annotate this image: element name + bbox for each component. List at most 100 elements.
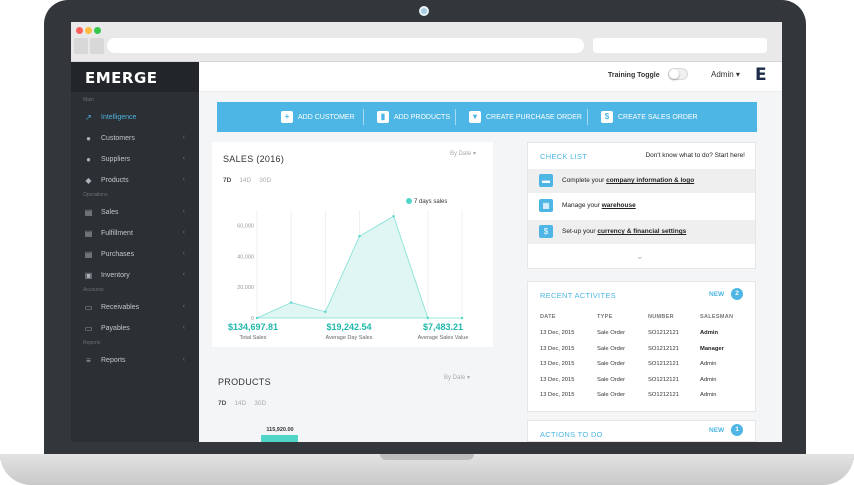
- create-purchase-order-button[interactable]: ▾ CREATE PURCHASE ORDER: [469, 102, 582, 132]
- checklist-item-currency[interactable]: $ Set-up your currency & financial setti…: [528, 220, 755, 244]
- kpi-total-sales-value: $134,697.81: [227, 322, 279, 332]
- legend-swatch: [406, 198, 412, 204]
- y-tick-label: 0: [251, 316, 254, 320]
- sidebar-section-label: Operations: [83, 192, 108, 198]
- period-14d[interactable]: 14D: [239, 177, 252, 184]
- recent-new-label: NEW: [709, 291, 725, 298]
- products-by-date-dropdown[interactable]: By Date ▾: [444, 375, 471, 381]
- col-number: NUMBER: [648, 314, 674, 320]
- checklist-prefix: Complete your: [562, 177, 607, 184]
- table-cell-number[interactable]: SO1212121: [648, 392, 679, 398]
- app-logo[interactable]: EMERGE: [71, 62, 199, 92]
- add-customer-label: ADD CUSTOMER: [298, 113, 355, 121]
- period-30d[interactable]: 30D: [254, 400, 267, 407]
- checklist-item-text: Manage your warehouse: [562, 202, 636, 209]
- minimize-window-icon[interactable]: [85, 27, 92, 34]
- chevron-down-icon[interactable]: ⌄: [636, 251, 644, 261]
- checklist-item-company[interactable]: ▬ Complete your company information & lo…: [528, 169, 755, 193]
- add-products-label: ADD PRODUCTS: [394, 113, 451, 121]
- sidebar-item-label: Products: [101, 177, 129, 184]
- data-point[interactable]: [460, 316, 464, 320]
- product-bar-label: 115,920.00: [266, 427, 294, 433]
- checklist-item-text: Set-up your currency & financial setting…: [562, 228, 686, 235]
- recent-activities-card: RECENT ACTIVITES NEW 2 DATE TYPE NUMBER …: [527, 281, 756, 412]
- period-7d[interactable]: 7D: [218, 400, 227, 407]
- start-here-link[interactable]: Don't know what to do? Start here!: [645, 152, 745, 159]
- table-cell-date: 13 Dec, 2015: [540, 330, 575, 336]
- create-purchase-order-label: CREATE PURCHASE ORDER: [486, 113, 582, 121]
- data-point[interactable]: [358, 235, 361, 238]
- avatar[interactable]: E: [755, 65, 767, 85]
- table-cell-number[interactable]: SO1212121: [648, 345, 679, 352]
- actions-to-do-card: ACTIONS TO DO NEW 1: [527, 420, 756, 442]
- period-14d[interactable]: 14D: [234, 400, 247, 407]
- camera-icon: [419, 6, 429, 16]
- sidebar-item-label: Sales: [101, 209, 119, 216]
- close-window-icon[interactable]: [76, 27, 83, 34]
- sidebar-item-fulfillment[interactable]: ▤ Fulfillment ‹: [71, 225, 199, 243]
- topbar: Training Toggle Admin ▾ E: [199, 62, 782, 92]
- sidebar-item-customers[interactable]: ● Customers ‹: [71, 130, 199, 148]
- checklist-item-warehouse[interactable]: ▦ Manage your warehouse: [528, 194, 755, 218]
- back-button[interactable]: [74, 38, 88, 54]
- toggle-knob: [669, 69, 679, 79]
- data-point[interactable]: [289, 301, 293, 304]
- users-icon: ●: [86, 134, 91, 143]
- sidebar-item-receivables[interactable]: ▭ Receivables ‹: [71, 299, 199, 317]
- table-cell-salesman: Admin: [700, 392, 717, 398]
- forward-button[interactable]: [90, 38, 104, 54]
- sidebar-item-products[interactable]: ◆ Products ‹: [71, 172, 199, 190]
- sidebar-item-payables[interactable]: ▭ Payables ‹: [71, 320, 199, 338]
- period-7d[interactable]: 7D: [223, 177, 232, 184]
- browser-bar: [71, 22, 782, 62]
- period-30d[interactable]: 30D: [259, 177, 272, 184]
- table-cell-date: 13 Dec, 2015: [540, 345, 575, 352]
- checklist-prefix: Manage your: [562, 202, 602, 209]
- company-info-link[interactable]: company information & logo: [606, 177, 695, 184]
- table-cell-number[interactable]: SO1212121: [648, 361, 679, 367]
- sidebar-item-reports[interactable]: ≡ Reports ‹: [71, 352, 199, 370]
- recent-activities-title: RECENT ACTIVITES: [540, 291, 616, 300]
- data-point[interactable]: [392, 214, 395, 218]
- chevron-left-icon: ‹: [182, 229, 185, 236]
- cubes-icon: ▣: [84, 271, 93, 280]
- table-cell-date: 13 Dec, 2015: [540, 392, 575, 398]
- sales-by-date-dropdown[interactable]: By Date ▾: [450, 151, 477, 157]
- money-icon: ▭: [84, 303, 93, 312]
- chevron-left-icon: ‹: [182, 155, 185, 162]
- sidebar-item-intelligence[interactable]: ↗ Intelligence: [71, 109, 199, 127]
- quick-action-bar: + ADD CUSTOMER ▮ ADD PRODUCTS ▾ CREATE PURC…: [217, 102, 757, 132]
- table-cell-number[interactable]: SO1212121: [648, 376, 679, 383]
- sidebar-item-inventory[interactable]: ▣ Inventory ‹: [71, 267, 199, 285]
- products-period-tabs: 7D 14D 30D: [218, 400, 274, 407]
- sidebar-item-sales[interactable]: ▤ Sales ‹: [71, 204, 199, 222]
- warehouse-link[interactable]: warehouse: [601, 202, 636, 209]
- admin-menu[interactable]: Admin ▾: [711, 70, 740, 79]
- table-cell-date: 13 Dec, 2015: [540, 376, 575, 383]
- user-add-icon: +: [281, 111, 293, 123]
- address-bar[interactable]: [107, 38, 584, 53]
- sidebar-item-label: Purchases: [101, 251, 135, 258]
- checklist-title: CHECK LIST: [540, 152, 588, 161]
- checklist-card: CHECK LIST Don't know what to do? Start …: [527, 142, 756, 269]
- data-point[interactable]: [426, 316, 430, 320]
- col-type: TYPE: [597, 314, 613, 320]
- dollar-icon: $: [601, 111, 613, 123]
- sidebar-section-label: Accounts: [83, 287, 104, 293]
- training-toggle[interactable]: [668, 68, 688, 80]
- sales-card: SALES (2016) By Date ▾ 7D 14D 30D 0 20,000 4…: [212, 142, 493, 347]
- currency-settings-link[interactable]: currency & financial settings: [597, 228, 687, 235]
- add-customer-button[interactable]: + ADD CUSTOMER: [281, 102, 355, 132]
- create-sales-order-button[interactable]: $ CREATE SALES ORDER: [601, 102, 698, 132]
- browser-search-bar[interactable]: [593, 38, 767, 53]
- data-point[interactable]: [324, 310, 327, 314]
- maximize-window-icon[interactable]: [94, 27, 101, 34]
- sidebar-item-label: Payables: [101, 325, 130, 332]
- add-products-button[interactable]: ▮ ADD PRODUCTS: [377, 102, 450, 132]
- sidebar-item-suppliers[interactable]: ● Suppliers ‹: [71, 151, 199, 169]
- product-bar[interactable]: [261, 435, 298, 442]
- table-cell-number[interactable]: SO1212121: [648, 330, 679, 336]
- money-settings-icon: $: [539, 225, 553, 238]
- sidebar-item-purchases[interactable]: ▤ Purchases ‹: [71, 246, 199, 264]
- data-point[interactable]: [255, 316, 259, 320]
